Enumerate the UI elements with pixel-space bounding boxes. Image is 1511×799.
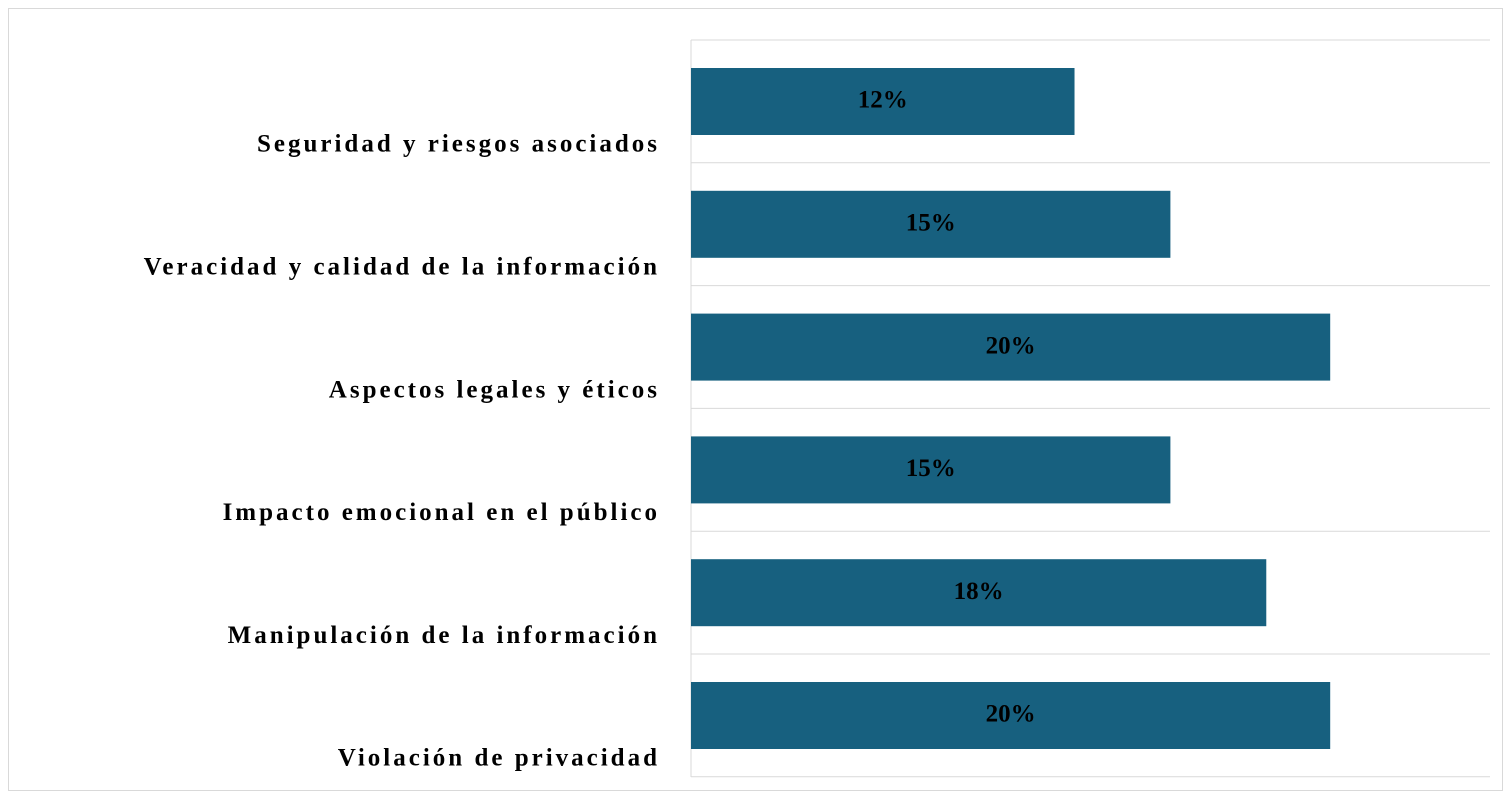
data-label: 18% — [954, 578, 1004, 605]
category-label: Seguridad y riesgos asociados — [257, 131, 660, 158]
category-label: Impacto emocional en el público — [223, 499, 660, 526]
data-label: 20% — [986, 332, 1036, 359]
data-label: 12% — [858, 87, 908, 114]
bar — [691, 436, 1171, 504]
bar — [691, 68, 1075, 135]
data-label: 15% — [906, 210, 956, 237]
bar — [691, 682, 1331, 749]
category-label: Violación de privacidad — [338, 745, 660, 772]
bar — [691, 190, 1171, 258]
bar — [691, 313, 1331, 381]
data-label: 20% — [986, 701, 1036, 728]
category-label: Manipulación de la información — [228, 622, 660, 649]
chart-frame — [8, 8, 1503, 791]
category-label: Aspectos legales y éticos — [329, 376, 660, 403]
data-label: 15% — [906, 455, 956, 482]
category-label: Veracidad y calidad de la información — [144, 254, 660, 281]
bar — [691, 559, 1267, 627]
